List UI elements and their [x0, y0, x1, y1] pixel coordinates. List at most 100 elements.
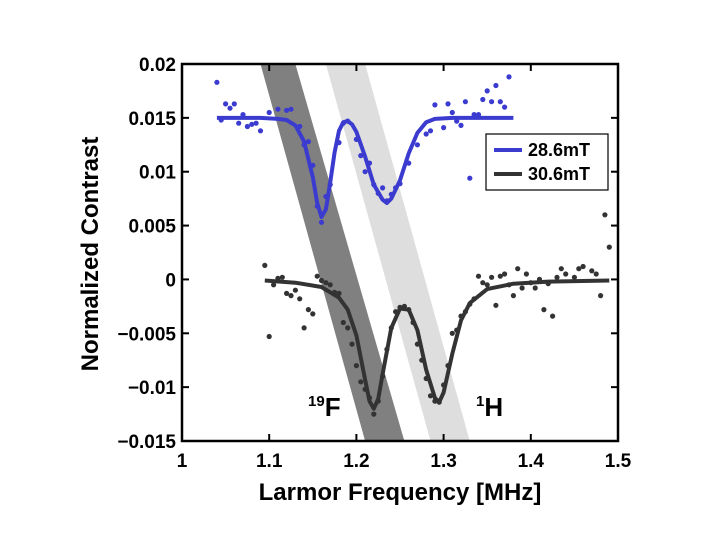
data-point-30.6mT — [318, 277, 325, 284]
data-point-30.6mT — [589, 268, 595, 274]
data-point-30.6mT — [462, 309, 468, 315]
x-tick-label: 1.4 — [518, 451, 545, 472]
data-point-30.6mT — [340, 319, 346, 326]
data-point-30.6mT — [519, 285, 525, 291]
x-tick-label: 1.5 — [605, 451, 632, 472]
axes: 1 1.1 1.2 1.3 1.4 1.5 0.02 0.015 0.01 0.005 0 −0.00… — [117, 55, 631, 472]
data-point-30.6mT — [323, 280, 329, 286]
y-tick-label: 0.02 — [139, 55, 176, 76]
data-point-28.6mT — [214, 79, 220, 85]
data-point-28.6mT — [384, 198, 390, 204]
annotation-19F-label: F — [325, 392, 341, 422]
y-tick-label: 0.01 — [139, 163, 176, 184]
data-point-30.6mT — [515, 266, 521, 272]
data-points — [214, 74, 612, 417]
data-point-28.6mT — [310, 162, 316, 168]
band-1H — [325, 64, 470, 441]
data-point-30.6mT — [502, 271, 508, 277]
data-point-30.6mT — [345, 325, 351, 331]
data-point-30.6mT — [489, 274, 495, 280]
data-point-30.6mT — [380, 373, 386, 379]
y-tick-label: 0 — [165, 270, 176, 291]
y-axis-title: Normalized Contrast — [77, 137, 104, 372]
data-point-28.6mT — [484, 88, 490, 94]
legend-label-28.6mT: 28.6mT — [528, 140, 590, 160]
data-point-30.6mT — [314, 273, 320, 279]
data-point-30.6mT — [427, 393, 434, 399]
data-point-28.6mT — [393, 185, 399, 191]
data-point-28.6mT — [502, 104, 508, 110]
data-point-30.6mT — [419, 357, 425, 363]
data-point-28.6mT — [493, 82, 499, 89]
data-point-30.6mT — [327, 282, 333, 288]
data-point-28.6mT — [305, 139, 311, 145]
data-point-30.6mT — [266, 333, 272, 340]
data-point-30.6mT — [554, 274, 560, 280]
legend-box — [485, 133, 609, 191]
data-point-28.6mT — [257, 128, 264, 134]
data-point-28.6mT — [445, 101, 451, 107]
data-point-28.6mT — [423, 131, 429, 137]
data-point-28.6mT — [475, 112, 482, 118]
data-point-30.6mT — [410, 319, 416, 326]
data-point-30.6mT — [484, 282, 490, 288]
data-point-28.6mT — [288, 106, 294, 112]
data-point-30.6mT — [275, 275, 281, 281]
data-point-30.6mT — [362, 386, 368, 392]
data-point-30.6mT — [532, 285, 538, 291]
data-point-30.6mT — [349, 341, 355, 347]
data-point-30.6mT — [353, 363, 359, 369]
data-point-30.6mT — [606, 244, 612, 250]
data-point-28.6mT — [275, 106, 281, 112]
data-point-28.6mT — [327, 182, 333, 188]
data-point-30.6mT — [480, 280, 486, 286]
data-point-28.6mT — [236, 120, 242, 126]
data-point-28.6mT — [240, 112, 246, 118]
data-point-28.6mT — [506, 74, 512, 80]
data-point-30.6mT — [371, 411, 377, 417]
data-point-28.6mT — [318, 219, 325, 225]
plot-frame — [180, 62, 620, 443]
y-tick-label: −0.015 — [117, 432, 176, 453]
data-point-30.6mT — [397, 304, 403, 310]
data-point-30.6mT — [388, 325, 394, 331]
data-point-30.6mT — [598, 293, 604, 299]
data-point-28.6mT — [223, 101, 229, 107]
data-point-30.6mT — [279, 274, 285, 280]
data-point-30.6mT — [393, 309, 399, 315]
data-point-30.6mT — [301, 325, 307, 331]
data-point-30.6mT — [292, 287, 298, 293]
data-point-28.6mT — [253, 120, 259, 126]
data-point-30.6mT — [358, 379, 364, 385]
data-point-28.6mT — [353, 136, 359, 142]
band-19F — [260, 64, 405, 441]
data-point-30.6mT — [436, 399, 442, 405]
data-point-28.6mT — [432, 102, 438, 108]
data-point-30.6mT — [523, 271, 530, 277]
data-point-30.6mT — [458, 313, 464, 319]
data-point-28.6mT — [441, 125, 447, 131]
data-point-30.6mT — [441, 382, 447, 388]
data-point-28.6mT — [380, 185, 386, 191]
data-point-30.6mT — [506, 282, 512, 288]
data-point-28.6mT — [497, 99, 503, 105]
data-point-30.6mT — [593, 271, 599, 277]
data-point-28.6mT — [454, 118, 460, 124]
data-point-30.6mT — [541, 307, 547, 313]
data-point-28.6mT — [362, 169, 368, 175]
data-point-30.6mT — [262, 262, 268, 268]
data-point-28.6mT — [449, 109, 455, 116]
data-point-28.6mT — [297, 123, 303, 130]
data-point-30.6mT — [332, 289, 338, 295]
data-point-30.6mT — [580, 263, 586, 270]
data-point-30.6mT — [528, 280, 534, 286]
annotation-1H-label: H — [484, 392, 503, 422]
data-point-28.6mT — [397, 181, 403, 187]
y-tick-label: −0.005 — [117, 324, 176, 345]
data-point-28.6mT — [314, 203, 320, 209]
data-point-30.6mT — [297, 296, 303, 302]
data-point-28.6mT — [218, 117, 224, 123]
data-point-28.6mT — [489, 99, 495, 105]
annotation-1H-sup: 1 — [476, 393, 484, 410]
legend-label-30.6mT: 30.6mT — [528, 164, 590, 184]
